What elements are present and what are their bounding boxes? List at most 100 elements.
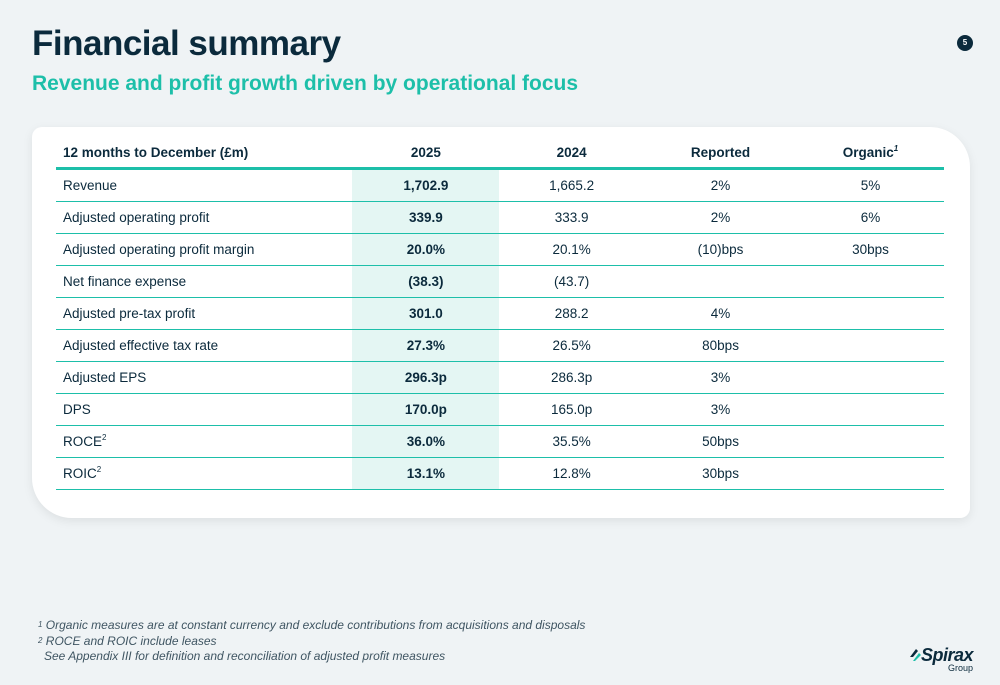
cell-2024-text: (43.7) <box>554 274 590 289</box>
row-label: ROIC2 <box>56 457 353 490</box>
cell-2024-text: 35.5% <box>552 434 591 449</box>
cell-organic-text: 5% <box>860 178 881 193</box>
cell-2025-text: (38.3) <box>408 274 444 289</box>
row-label: Adjusted pre-tax profit <box>56 297 353 330</box>
cell-organic <box>797 265 944 298</box>
cell-2024: 12.8% <box>499 457 645 490</box>
cell-organic: 5% <box>797 168 944 202</box>
header-organic: Organic1 <box>797 137 944 170</box>
cell-organic <box>797 425 944 458</box>
footnote-1: 1 Organic measures are at constant curre… <box>38 618 585 634</box>
cell-2024-text: 20.1% <box>552 242 591 257</box>
table-row: ROCE2 36.0% 35.5% 50bps <box>56 425 944 458</box>
cell-organic <box>797 361 944 394</box>
cell-reported-text: 2% <box>710 178 731 193</box>
table-row: Adjusted operating profit margin 20.0% 20.… <box>56 233 944 266</box>
row-label: ROCE2 <box>56 425 353 458</box>
cell-reported-text: 3% <box>710 370 731 385</box>
cell-reported-text: 30bps <box>702 466 739 481</box>
cell-2024-text: 1,665.2 <box>549 178 595 193</box>
row-label-text: Net finance expense <box>63 274 187 289</box>
header-organic-text: Organic <box>842 144 894 160</box>
cell-2024: (43.7) <box>499 265 645 298</box>
cell-2025-text: 339.9 <box>408 210 443 225</box>
cell-reported-text: 80bps <box>702 338 739 353</box>
header-reported: Reported <box>644 137 798 170</box>
cell-reported-text: 4% <box>710 306 731 321</box>
cell-2025: 339.9 <box>352 201 500 234</box>
financial-summary-table: 12 months to December (£m) 2025 2024 Rep… <box>56 137 944 490</box>
cell-reported: 80bps <box>644 329 798 362</box>
cell-2024: 26.5% <box>499 329 645 362</box>
footnote-2: 2 ROCE and ROIC include leases <box>38 634 585 650</box>
footnote-3-text: See Appendix III for definition and reco… <box>44 649 446 663</box>
cell-2024-text: 26.5% <box>552 338 591 353</box>
cell-2025-text: 36.0% <box>406 434 445 449</box>
cell-reported: 50bps <box>644 425 798 458</box>
cell-organic <box>797 393 944 426</box>
cell-organic-text: 6% <box>860 210 881 225</box>
page-subtitle: Revenue and profit growth driven by oper… <box>32 72 579 95</box>
row-label-text: Adjusted operating profit <box>63 210 210 225</box>
cell-organic <box>797 457 944 490</box>
row-label-text: Adjusted EPS <box>63 370 147 385</box>
row-label-text: Adjusted pre-tax profit <box>63 306 196 321</box>
row-label-footnote: 2 <box>102 433 107 442</box>
cell-2024: 165.0p <box>499 393 645 426</box>
table-row: Adjusted EPS 296.3p 286.3p 3% <box>56 361 944 394</box>
footnote-2-text: ROCE and ROIC include leases <box>45 633 217 648</box>
footnote-1-text: Organic measures are at constant currenc… <box>45 618 586 632</box>
header-organic-footnote: 1 <box>893 143 899 153</box>
table-row: Revenue 1,702.9 1,665.2 2% 5% <box>56 168 944 202</box>
spirax-mark-icon <box>910 649 921 661</box>
cell-2025-text: 13.1% <box>406 466 445 481</box>
cell-reported: (10)bps <box>644 233 798 266</box>
page-title: Financial summary <box>32 24 341 63</box>
row-label-text: ROCE <box>63 434 103 449</box>
cell-reported: 2% <box>644 201 798 234</box>
cell-reported: 2% <box>644 168 798 202</box>
financial-summary-card: 12 months to December (£m) 2025 2024 Rep… <box>32 127 970 518</box>
footnote-3: See Appendix III for definition and reco… <box>38 649 585 665</box>
row-label: Net finance expense <box>56 265 353 298</box>
cell-2025-text: 1,702.9 <box>403 178 449 193</box>
row-label-text: Revenue <box>63 178 118 193</box>
cell-2025: 170.0p <box>352 393 500 426</box>
row-label-footnote: 2 <box>96 465 102 474</box>
footnote-1-marker: 1 <box>38 620 43 629</box>
table-row: ROIC2 13.1% 12.8% 30bps <box>56 457 944 490</box>
cell-organic <box>797 329 944 362</box>
cell-2025-text: 20.0% <box>406 242 445 257</box>
cell-2025: 13.1% <box>352 457 500 490</box>
cell-2025-text: 296.3p <box>404 370 447 385</box>
logo-wordmark: Spirax <box>921 645 974 665</box>
table-header-row: 12 months to December (£m) 2025 2024 Rep… <box>56 137 944 170</box>
cell-2025: 1,702.9 <box>352 168 500 202</box>
table-row: DPS 170.0p 165.0p 3% <box>56 393 944 426</box>
row-label-text: ROIC <box>63 466 97 481</box>
row-label: Adjusted EPS <box>56 361 353 394</box>
row-label: Revenue <box>56 168 353 202</box>
table-row: Adjusted operating profit 339.9 333.9 2% 6% <box>56 201 944 234</box>
table-row: Adjusted effective tax rate 27.3% 26.5% 80b… <box>56 329 944 362</box>
footnote-2-marker: 2 <box>38 635 43 645</box>
table-body: Revenue 1,702.9 1,665.2 2% 5% Adjusted operat… <box>56 168 944 490</box>
cell-organic: 6% <box>797 201 944 234</box>
cell-2025: 301.0 <box>352 297 500 330</box>
cell-reported <box>644 265 798 298</box>
cell-organic-text: 30bps <box>852 242 889 257</box>
cell-2025: 20.0% <box>352 233 500 266</box>
table-row: Net finance expense (38.3) (43.7) <box>56 265 944 298</box>
header-label: 12 months to December (£m) <box>56 137 353 170</box>
cell-2025-text: 27.3% <box>406 338 445 353</box>
cell-2024-text: 333.9 <box>554 210 589 225</box>
cell-2024: 20.1% <box>499 233 645 266</box>
cell-2024-text: 165.0p <box>551 402 593 417</box>
spirax-group-logo: Spirax Group <box>908 645 974 675</box>
cell-reported: 3% <box>644 361 798 394</box>
cell-reported-text: (10)bps <box>697 242 744 257</box>
row-label-text: Adjusted effective tax rate <box>63 338 219 353</box>
cell-2025-text: 170.0p <box>404 402 447 417</box>
row-label-text: Adjusted operating profit margin <box>63 242 255 257</box>
cell-2024: 288.2 <box>499 297 645 330</box>
